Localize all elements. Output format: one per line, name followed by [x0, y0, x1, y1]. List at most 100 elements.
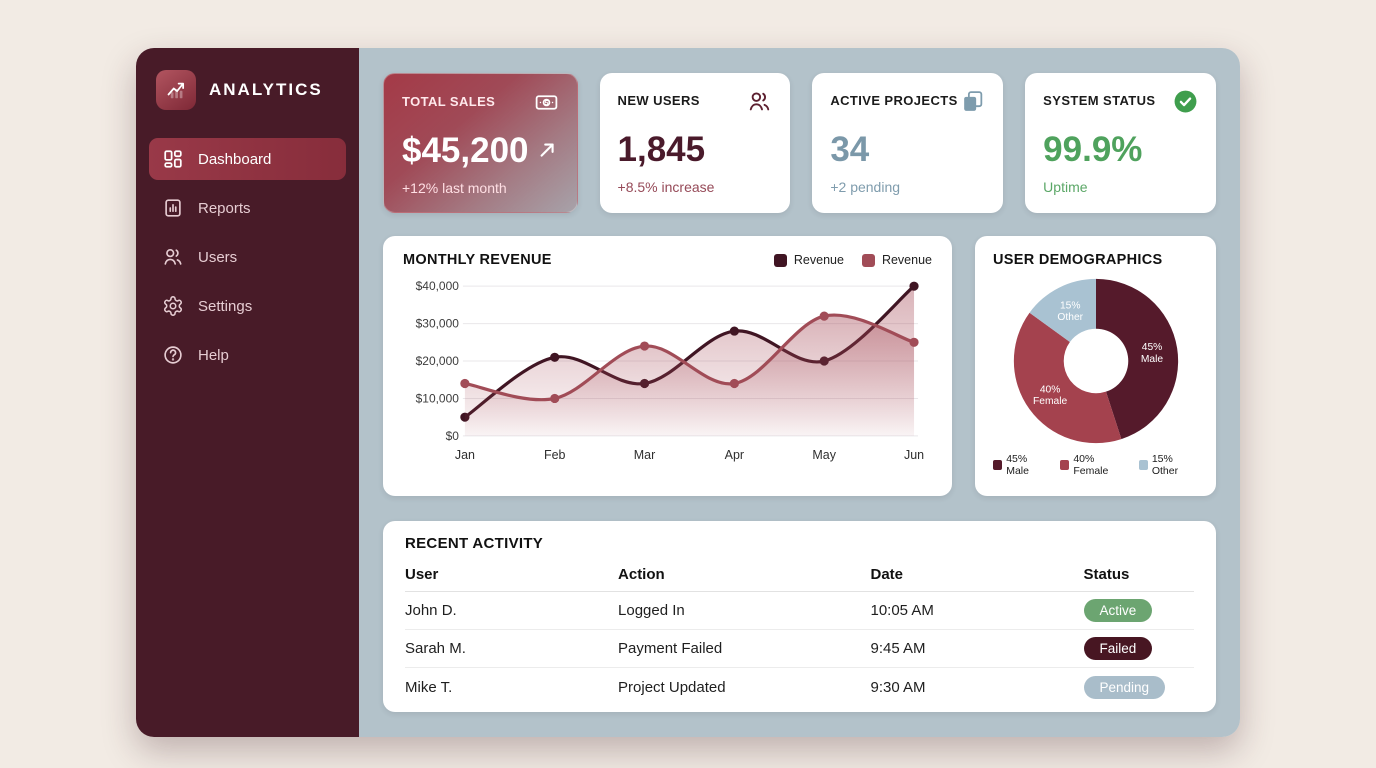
legend-label: 15% Other: [1151, 453, 1179, 477]
activity-table-body: John D. Logged In 10:05 AM Active Sarah M. Pa…: [405, 592, 1194, 706]
svg-text:15%Other: 15% Other: [1057, 301, 1083, 324]
cell-action: Payment Failed: [618, 640, 723, 657]
table-row[interactable]: Mike T. Project Updated 9:30 AM Pending: [405, 668, 1194, 706]
sidebar-item-label: Reports: [198, 199, 251, 217]
cell-date: 9:45 AM: [870, 640, 926, 657]
sidebar: ANALYTICS Dashboard Reports Users Settings H…: [136, 48, 359, 737]
column-header-date: Date: [870, 566, 903, 583]
svg-text:45%Male: 45% Male: [1140, 342, 1163, 365]
legend-swatch-icon: [1138, 460, 1148, 470]
user-demographics-panel: USER DEMOGRAPHICS 45% Male 40% Female 15% Oth…: [975, 236, 1216, 496]
stat-title: ACTIVE PROJECTS: [830, 93, 958, 108]
dashboard-icon: [162, 148, 184, 170]
legend-swatch-icon: [861, 253, 875, 267]
demographics-legend-item: 45% Male: [993, 453, 1049, 477]
sidebar-item-label: Settings: [198, 297, 253, 315]
cell-user: Sarah M.: [405, 640, 466, 657]
svg-text:Mar: Mar: [634, 448, 655, 462]
legend-label: Revenue: [793, 253, 844, 267]
stat-subtext: +2 pending: [830, 179, 901, 195]
sidebar-item-label: Dashboard: [198, 150, 272, 168]
app-title: ANALYTICS: [209, 80, 323, 99]
svg-text:Feb: Feb: [544, 448, 566, 462]
banknote-icon: 5: [534, 90, 559, 120]
sidebar-item-dashboard[interactable]: Dashboard: [149, 138, 346, 180]
monthly-revenue-panel: MONTHLY REVENUE Revenue Revenue $0 $10,000…: [383, 236, 952, 496]
cell-date: 10:05 AM: [870, 602, 934, 619]
cell-action: Project Updated: [618, 678, 726, 696]
svg-text:$0: $0: [446, 429, 460, 443]
column-header-user: User: [405, 566, 439, 583]
stat-card-total-sales: TOTAL SALES 5 $45,200 +12% last month: [383, 73, 578, 213]
check-circle-icon: [1173, 89, 1198, 119]
table-row[interactable]: John D. Logged In 10:05 AM Active: [405, 592, 1194, 630]
monthly-revenue-title: MONTHLY REVENUE: [403, 252, 552, 268]
svg-text:Jan: Jan: [455, 448, 475, 462]
app-logo: ANALYTICS: [136, 68, 359, 138]
settings-icon: [162, 295, 184, 317]
cell-user: Mike T.: [405, 678, 453, 696]
analytics-logo-icon: [156, 70, 196, 110]
svg-text:$20,000: $20,000: [416, 354, 460, 368]
sidebar-item-label: Users: [198, 248, 238, 266]
cell-date: 9:30 AM: [870, 678, 926, 696]
cell-user: John D.: [405, 602, 457, 619]
help-icon: [162, 344, 184, 366]
stat-subtext: Uptime: [1043, 179, 1088, 195]
stat-value: 34: [830, 130, 870, 169]
stat-title: TOTAL SALES: [402, 94, 496, 109]
sidebar-item-reports[interactable]: Reports: [149, 187, 346, 229]
stat-subtext: +12% last month: [402, 180, 507, 196]
status-badge: Active: [1083, 599, 1153, 622]
stat-title: SYSTEM STATUS: [1043, 93, 1156, 108]
user-demographics-title: USER DEMOGRAPHICS: [993, 252, 1163, 268]
stat-value: 1,845: [617, 130, 706, 169]
trend-up-icon: [537, 140, 559, 162]
activity-table-header: User Action Date Status: [405, 559, 1194, 592]
stat-title: NEW USERS: [617, 93, 700, 108]
svg-text:Apr: Apr: [725, 448, 744, 462]
sidebar-item-help[interactable]: Help: [149, 334, 346, 376]
status-badge: Pending: [1083, 675, 1166, 699]
stat-subtext: +8.5% increase: [617, 179, 715, 195]
revenue-line-chart: $0 $10,000 $20,000 $30,000 $40,000 Jan Feb Mar A…: [416, 279, 925, 462]
people-icon: [747, 89, 772, 119]
revenue-legend-item: Revenue: [773, 253, 844, 267]
stat-value: 99.9%: [1043, 130, 1143, 169]
svg-text:$10,000: $10,000: [416, 391, 460, 405]
svg-text:$30,000: $30,000: [416, 317, 460, 331]
main-content: TOTAL SALES 5 $45,200 +12% last month NEW US…: [359, 48, 1240, 737]
legend-swatch-icon: [1060, 460, 1070, 470]
charts-row: MONTHLY REVENUE Revenue Revenue $0 $10,000…: [383, 236, 1216, 496]
sidebar-item-users[interactable]: Users: [149, 236, 346, 278]
stats-row: TOTAL SALES 5 $45,200 +12% last month NEW US…: [383, 73, 1216, 213]
legend-label: 45% Male: [1006, 453, 1029, 477]
svg-text:May: May: [812, 448, 836, 462]
legend-swatch-icon: [773, 253, 787, 267]
revenue-legend: Revenue Revenue: [773, 253, 932, 267]
stat-card-new-users: NEW USERS 1,845 +8.5% increase: [599, 73, 791, 213]
legend-label: 40% Female: [1073, 453, 1109, 477]
svg-text:40%Female: 40% Female: [1033, 384, 1067, 407]
column-header-status: Status: [1083, 566, 1130, 583]
sidebar-item-label: Help: [198, 346, 229, 364]
dashboard-window: ANALYTICS Dashboard Reports Users Settings H…: [136, 48, 1240, 737]
revenue-legend-item: Revenue: [861, 253, 932, 267]
table-row[interactable]: Sarah M. Payment Failed 9:45 AM Failed: [405, 630, 1194, 668]
svg-text:$40,000: $40,000: [416, 279, 460, 293]
users-icon: [162, 246, 184, 268]
legend-swatch-icon: [993, 460, 1003, 470]
stat-value: $45,200: [402, 131, 559, 171]
stat-card-active-projects: ACTIVE PROJECTS 34 +2 pending: [812, 73, 1004, 213]
demographics-legend-item: 40% Female: [1060, 453, 1127, 477]
stat-card-system-status: SYSTEM STATUS 99.9% Uptime: [1025, 73, 1216, 213]
sidebar-item-settings[interactable]: Settings: [149, 285, 346, 327]
demographics-legend-item: 15% Other: [1138, 453, 1198, 477]
copy-icon: [960, 89, 985, 119]
column-header-action: Action: [618, 566, 665, 583]
demographics-legend: 45% Male 40% Female 15% Other: [993, 453, 1198, 477]
cell-action: Logged In: [618, 602, 685, 619]
status-badge: Failed: [1083, 637, 1153, 660]
reports-icon: [162, 197, 184, 219]
demographics-donut-chart: 45% Male 40% Female 15% Other: [1013, 278, 1178, 444]
